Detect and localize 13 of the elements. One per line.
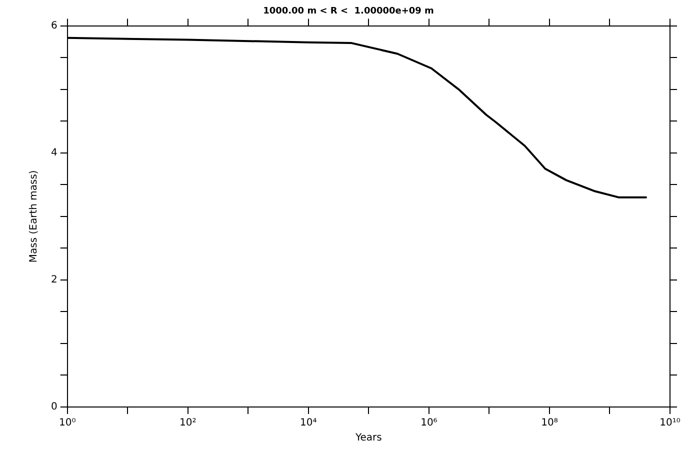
y-tick-label: 4 <box>50 147 58 158</box>
x-tick-label: 10¹⁰ <box>660 418 680 429</box>
y-tick-label: 6 <box>50 20 58 32</box>
x-tick-label: 10⁸ <box>541 418 558 429</box>
x-tick-label: 10⁰ <box>58 418 76 429</box>
chart-title: 1000.00 m < R < 1.00000e+09 m <box>263 6 434 17</box>
x-tick-label: 10⁶ <box>420 418 438 429</box>
x-tick-label: 10⁴ <box>300 418 317 429</box>
y-axis-title: Mass (Earth mass) <box>28 170 40 263</box>
y-tick-label: 0 <box>50 402 58 413</box>
x-axis-title: Years <box>354 432 382 444</box>
y-tick-label: 2 <box>50 274 58 286</box>
x-tick-label: 10² <box>180 418 196 429</box>
